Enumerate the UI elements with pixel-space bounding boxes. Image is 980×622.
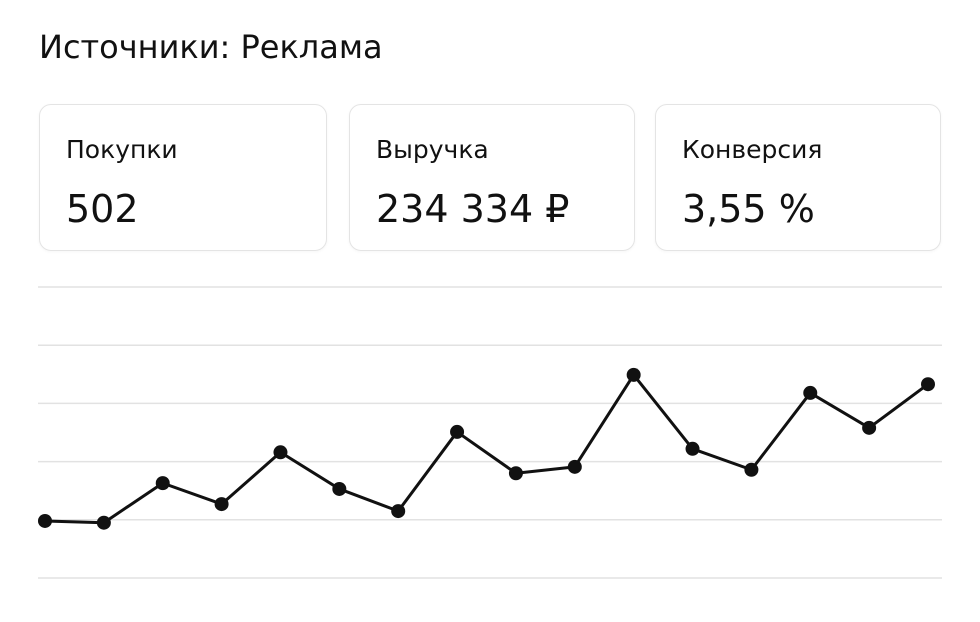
card: Покупки 502 (39, 104, 327, 251)
card-label: Выручка (376, 135, 489, 164)
point (921, 377, 935, 392)
card-value: 3,55 % (682, 187, 815, 231)
card-value: 502 (66, 187, 139, 231)
card-value: 234 334 ₽ (376, 187, 570, 231)
line (44, 373, 929, 525)
point (744, 462, 759, 477)
point (685, 441, 700, 456)
point (38, 513, 52, 528)
point (391, 504, 406, 519)
card-label: Конверсия (682, 135, 823, 164)
point (273, 445, 288, 460)
point (450, 424, 465, 439)
point (214, 497, 229, 512)
card: Выручка 234 334 ₽ (349, 104, 635, 251)
point (96, 515, 111, 530)
point (332, 481, 347, 496)
point (626, 367, 641, 382)
point (155, 476, 170, 491)
card: Конверсия 3,55 % (655, 104, 941, 251)
point (862, 420, 877, 435)
card-label: Покупки (66, 135, 178, 164)
point (567, 459, 582, 474)
point (803, 385, 818, 400)
point (508, 466, 523, 481)
title: Источники: Реклама (39, 28, 383, 66)
